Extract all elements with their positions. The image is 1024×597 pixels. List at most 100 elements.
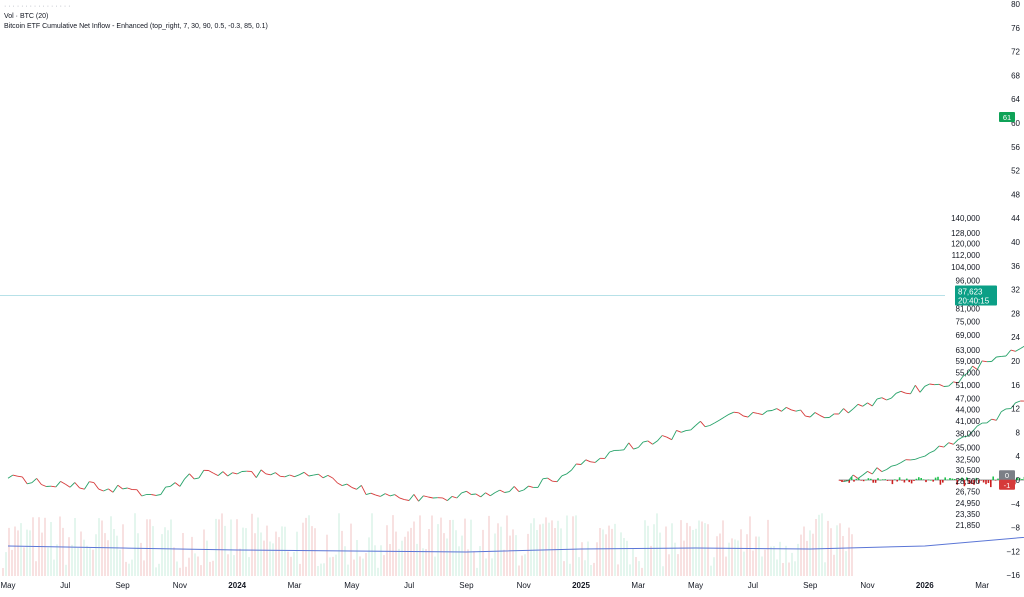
volume-bar [791, 553, 793, 576]
volume-bar [47, 548, 49, 577]
volume-bar [737, 541, 739, 577]
volume-bar [503, 550, 505, 576]
flow-bar [928, 480, 930, 481]
volume-bar [458, 546, 460, 576]
volume-bar [272, 543, 274, 576]
btc-price-segment [471, 494, 476, 495]
volume-bar [404, 537, 406, 576]
volume-bar [554, 528, 556, 576]
volume-bar [608, 526, 610, 576]
volume-bar [188, 558, 190, 576]
x-tick-label: Mar [631, 581, 645, 590]
volume-bar [401, 541, 403, 576]
volume-bar [17, 530, 19, 576]
volume-bar [308, 515, 310, 576]
x-tick-label: Jul [60, 581, 70, 590]
volume-bar [341, 531, 343, 576]
volume-bar [650, 546, 652, 576]
flow-bar [990, 480, 992, 487]
price-tick-label: 120,000 [951, 240, 980, 249]
btc-price-segment [906, 393, 911, 394]
volume-bar [809, 530, 811, 576]
volume-bar [62, 528, 64, 576]
volume-bar [83, 540, 85, 576]
volume-bar [683, 541, 685, 576]
volume-bar [710, 566, 712, 576]
volume-bar [641, 568, 643, 576]
volume-bar [350, 524, 352, 576]
legend-volume-label[interactable]: Vol · BTC (20) [4, 12, 268, 22]
price-badge-text: 20:40:15 [958, 297, 990, 306]
flow-bar [949, 478, 951, 480]
price-tick-label: 75,000 [956, 317, 981, 326]
volume-bar [365, 553, 367, 576]
volume-bar [434, 557, 436, 576]
btc-price-segment [996, 356, 1001, 357]
volume-bar [422, 548, 424, 576]
price-tick-label: 47,000 [956, 395, 981, 404]
price-tick-label: 59,000 [956, 357, 981, 366]
volume-bar [374, 545, 376, 576]
x-tick-label: Sep [115, 581, 130, 590]
volume-bar [53, 560, 55, 576]
indicator-badge-text: 61 [1003, 113, 1011, 122]
volume-bar [782, 563, 784, 576]
price-tick-label: 26,750 [956, 488, 981, 497]
volume-bar [98, 518, 100, 576]
volume-bar [143, 560, 145, 576]
volume-bar [302, 523, 304, 576]
volume-bar [65, 565, 67, 576]
indicator-tick-label: 12 [1011, 405, 1020, 414]
volume-bar [734, 540, 736, 577]
volume-bar [842, 536, 844, 576]
flow-bar [844, 480, 846, 481]
indicator-tick-label: 20 [1011, 357, 1020, 366]
indicator-tick-label: −16 [1006, 571, 1020, 580]
volume-bar [767, 520, 769, 576]
flow-bar [904, 480, 906, 483]
flow-bar [916, 479, 918, 480]
volume-bar [497, 523, 499, 576]
volume-bar [647, 526, 649, 576]
volume-bar [803, 527, 805, 577]
etf-inflow-segment [911, 459, 916, 460]
volume-bar [536, 530, 538, 576]
volume-bar [251, 514, 253, 576]
btc-price-segment [767, 411, 772, 412]
volume-bar [833, 555, 835, 576]
volume-bar [512, 529, 514, 576]
volume-bar [596, 542, 598, 576]
volume-bar [221, 513, 223, 576]
volume-bar [836, 525, 838, 576]
volume-bar [770, 547, 772, 576]
price-tick-label: 41,000 [956, 417, 981, 426]
volume-bar [821, 513, 823, 576]
x-tick-label: Sep [459, 581, 474, 590]
volume-bar [179, 568, 181, 576]
volume-bar [14, 527, 16, 577]
volume-bar [278, 537, 280, 576]
volume-bar [377, 568, 379, 576]
volume-bar [713, 557, 715, 576]
btc-price-segment [591, 462, 596, 463]
volume-bar [578, 557, 580, 576]
indicator-tick-label: 4 [1016, 452, 1021, 461]
volume-bar [476, 568, 478, 576]
flow-bar [894, 479, 896, 480]
volume-bar [89, 548, 91, 576]
volume-bar [146, 519, 148, 576]
price-tick-label: 104,000 [951, 263, 980, 272]
price-tick-label: 51,000 [956, 381, 981, 390]
volume-bar [806, 541, 808, 576]
volume-bar [380, 545, 382, 576]
volume-bar [329, 557, 331, 576]
price-tick-label: 55,000 [956, 369, 981, 378]
volume-bar [704, 523, 706, 576]
price-tick-label: 63,000 [956, 346, 981, 355]
volume-bar [128, 564, 130, 576]
legend-indicator-label[interactable]: Bitcoin ETF Cumulative Net Inflow - Enha… [4, 22, 268, 32]
volume-bar [653, 524, 655, 576]
flow-bar [868, 478, 870, 480]
